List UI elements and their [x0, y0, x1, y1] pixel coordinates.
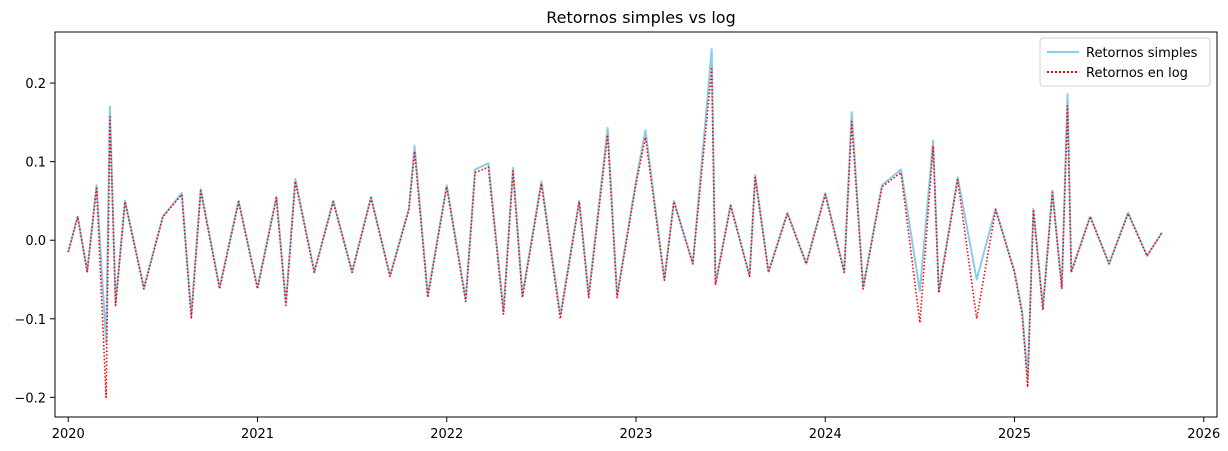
- y-tick-label-0: −0.2: [14, 391, 46, 406]
- chart-title: Retornos simples vs log: [546, 8, 735, 27]
- x-tick-label-3: 2023: [619, 427, 652, 442]
- legend-label-log: Retornos en log: [1086, 66, 1188, 81]
- x-tick-label-1: 2021: [241, 427, 274, 442]
- y-tick-label-4: 0.2: [25, 77, 46, 92]
- y-tick-label-1: −0.1: [14, 313, 46, 328]
- x-tick-label-4: 2024: [809, 427, 842, 442]
- y-axis: −0.2 −0.1 0.0 0.1 0.2: [14, 77, 55, 406]
- x-tick-label-2: 2022: [430, 427, 463, 442]
- y-tick-label-2: 0.0: [25, 234, 46, 249]
- series-line-0: [67, 48, 1163, 379]
- legend: Retornos simples Retornos en log: [1039, 37, 1211, 87]
- x-tick-label-0: 2020: [52, 427, 85, 442]
- x-axis: 2020 2021 2022 2023 2024 2025 2026: [52, 417, 1220, 442]
- legend-box: [1039, 37, 1211, 87]
- plot-frame: [54, 31, 1218, 418]
- series-line-1: [67, 68, 1163, 399]
- x-tick-label-6: 2026: [1187, 427, 1220, 442]
- plot-area: [54, 31, 1218, 418]
- x-tick-label-5: 2025: [998, 427, 1031, 442]
- series-layer: [67, 48, 1163, 399]
- legend-label-simples: Retornos simples: [1086, 46, 1198, 61]
- y-tick-label-3: 0.1: [25, 156, 46, 171]
